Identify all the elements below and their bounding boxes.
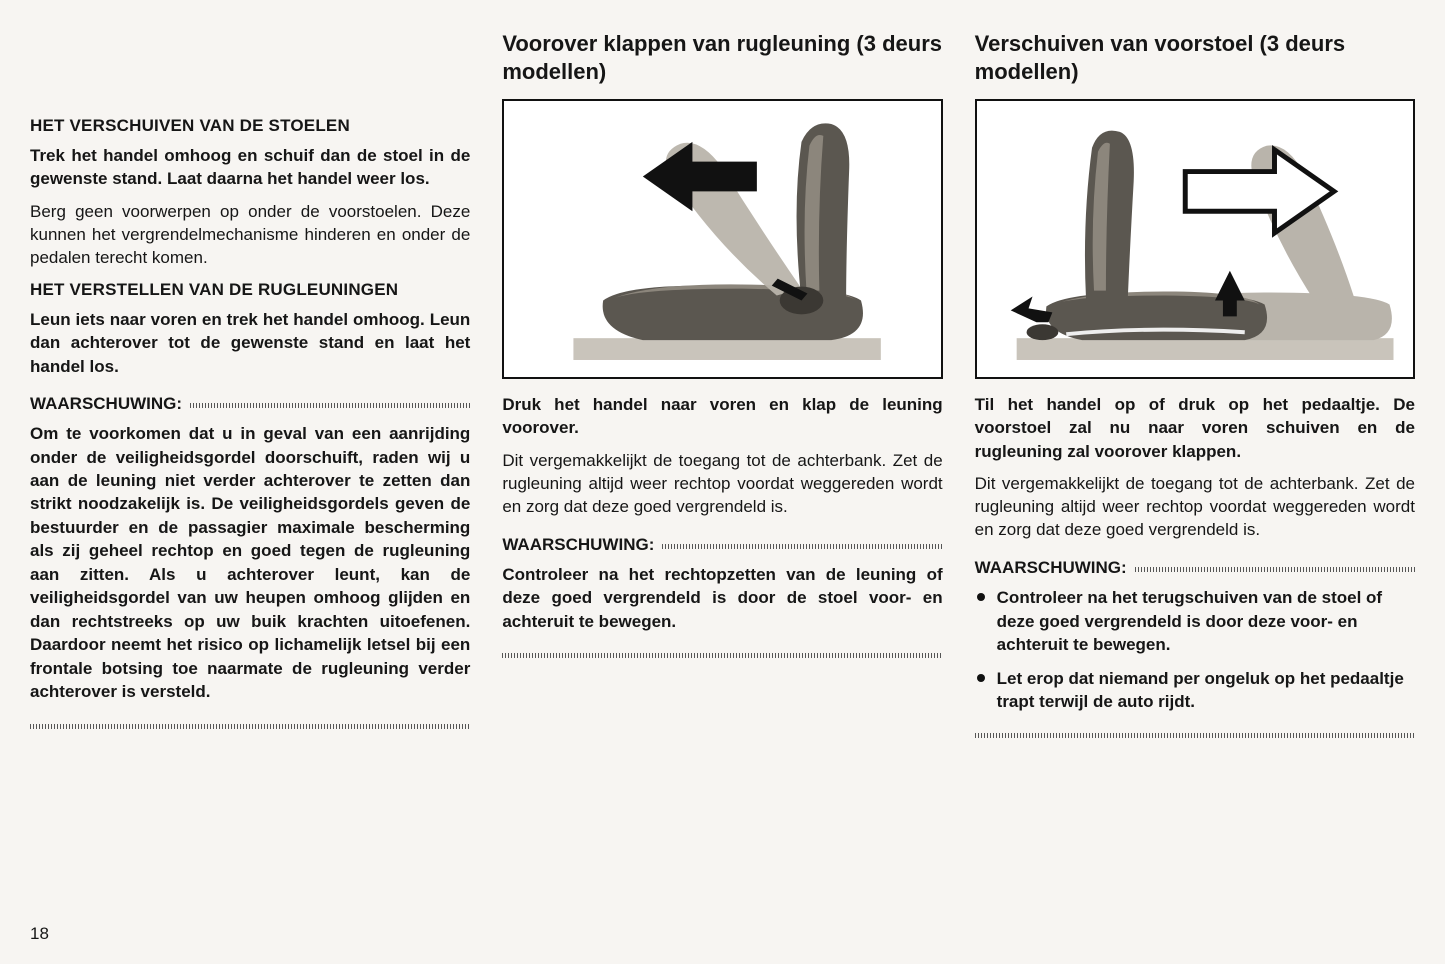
figure-fold-backrest [502, 99, 942, 379]
section-heading-moving-seats: HET VERSCHUIVEN VAN DE STOELEN [30, 116, 470, 136]
tick-rule-icon [502, 649, 942, 659]
manual-page: HET VERSCHUIVEN VAN DE STOELEN Trek het … [0, 0, 1445, 964]
page-number: 18 [30, 904, 1415, 944]
seat-fold-diagram-icon [504, 101, 940, 377]
note-storage-under-seats: Berg geen voorwerpen op onder de voorsto… [30, 201, 470, 270]
tick-rule-icon [662, 540, 942, 550]
instruction-fold-backrest: Druk het handel naar voren en klap de le… [502, 393, 942, 440]
note-access-rear-col2: Dit vergemakkelijkt de toegang tot de ac… [502, 450, 942, 519]
warning-row-col3: WAARSCHUWING: [975, 558, 1415, 578]
bullet-check-locked: Controleer na het terugschuiven van de s… [975, 586, 1415, 656]
heading-fold-backrest: Voorover klappen van rugleuning (3 deurs… [502, 30, 942, 85]
tick-rule-icon [975, 729, 1415, 739]
column-1: HET VERSCHUIVEN VAN DE STOELEN Trek het … [30, 30, 470, 904]
note-access-rear-col3: Dit vergemakkelijkt de toegang tot de ac… [975, 473, 1415, 542]
column-3: Verschuiven van voorstoel (3 deurs model… [975, 30, 1415, 904]
tick-rule-icon [1135, 563, 1415, 573]
columns-container: HET VERSCHUIVEN VAN DE STOELEN Trek het … [30, 30, 1415, 904]
instruction-adjust-backrest: Leun iets naar voren en trek het handel … [30, 308, 470, 378]
warning-row-col2: WAARSCHUWING: [502, 535, 942, 555]
warning-check-locked-col2: Controleer na het rechtopzetten van de l… [502, 563, 942, 633]
instruction-slide-seat: Til het handel op of druk op het pedaalt… [975, 393, 1415, 463]
heading-slide-seat: Verschuiven van voorstoel (3 deurs model… [975, 30, 1415, 85]
tick-rule-icon [190, 399, 470, 409]
tick-rule-icon [30, 720, 470, 730]
figure-slide-seat [975, 99, 1415, 379]
warning-label: WAARSCHUWING: [975, 558, 1127, 578]
section-heading-adjust-backrest: HET VERSTELLEN VAN DE RUGLEUNINGEN [30, 280, 470, 300]
warning-label: WAARSCHUWING: [502, 535, 654, 555]
instruction-moving-seats: Trek het handel omhoog en schuif dan de … [30, 144, 470, 191]
seat-slide-diagram-icon [977, 101, 1413, 377]
warning-bullets: Controleer na het terugschuiven van de s… [975, 586, 1415, 723]
bullet-pedal-caution: Let erop dat niemand per ongeluk op het … [975, 667, 1415, 714]
column-2: Voorover klappen van rugleuning (3 deurs… [502, 30, 942, 904]
warning-text-seatbelt: Om te voorkomen dat u in geval van een a… [30, 422, 470, 703]
warning-row-col1: WAARSCHUWING: [30, 394, 470, 414]
warning-label: WAARSCHUWING: [30, 394, 182, 414]
